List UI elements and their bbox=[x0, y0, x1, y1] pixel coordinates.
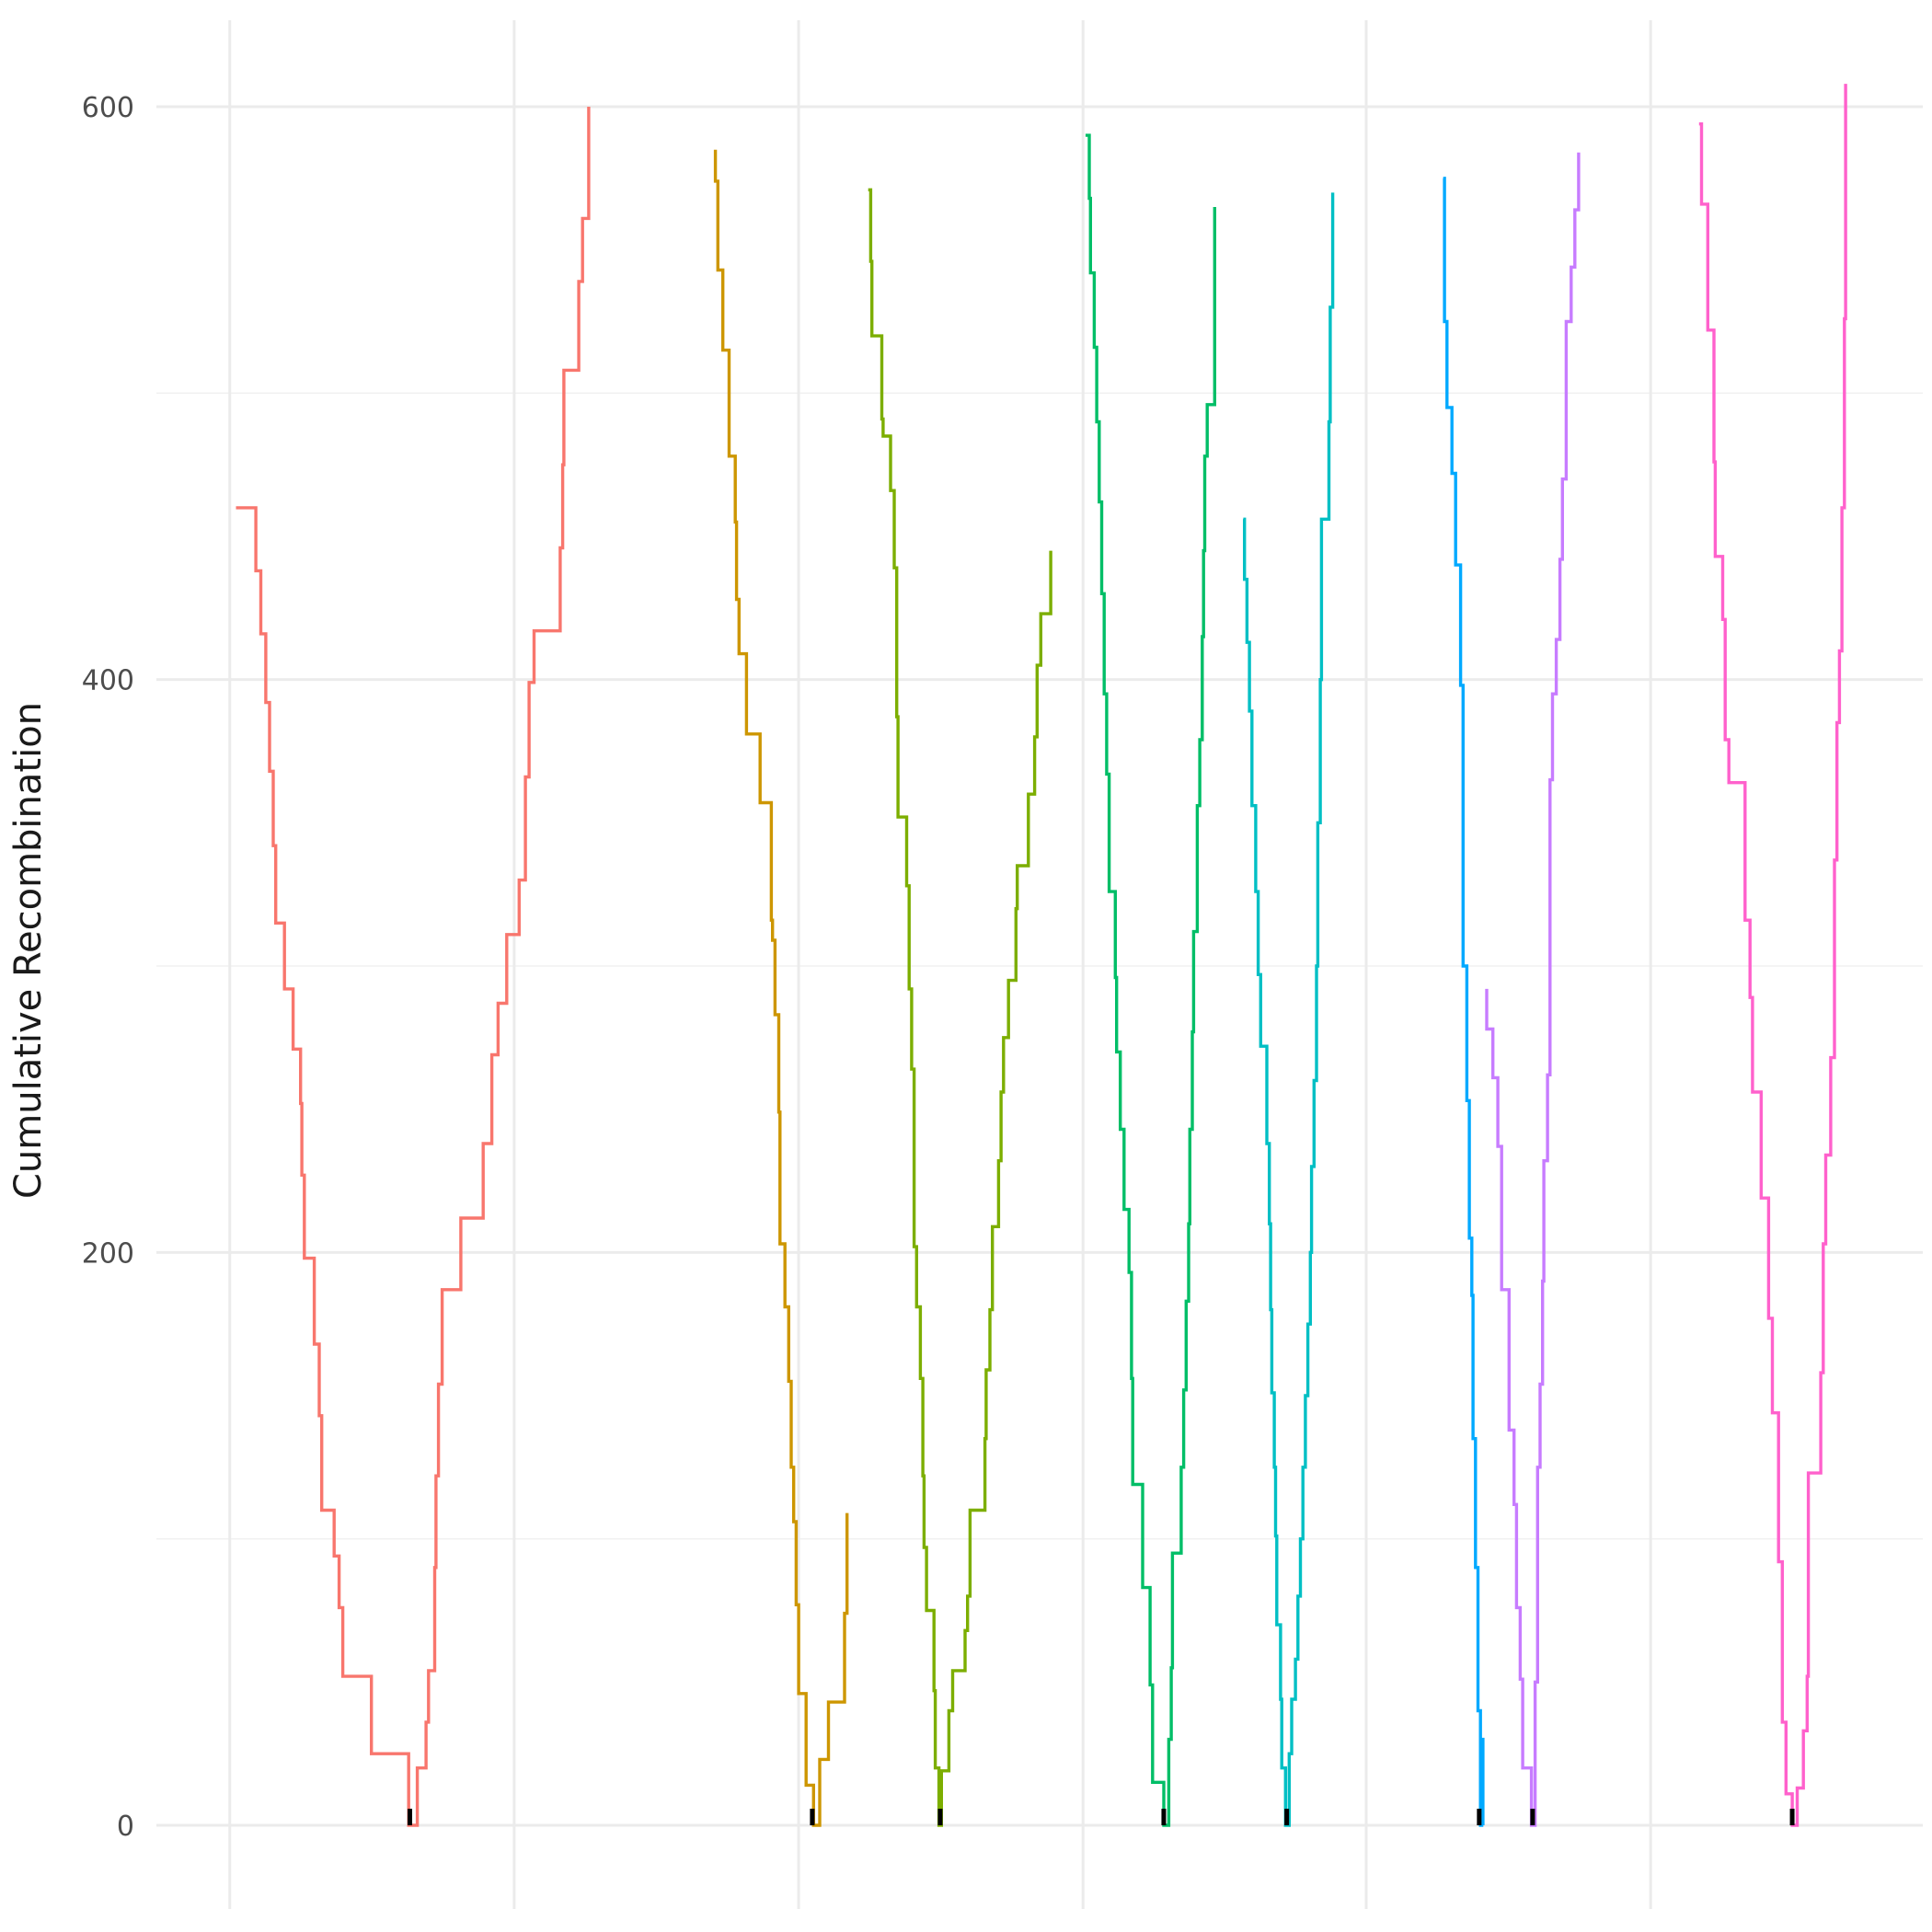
grid bbox=[156, 20, 1923, 1909]
y-tick-labels: 0 200 400 600 bbox=[82, 92, 134, 1843]
series-group bbox=[236, 84, 1846, 1825]
y-tick-label: 0 bbox=[117, 1811, 134, 1843]
series-line-6 bbox=[1443, 178, 1483, 1825]
y-tick-label: 200 bbox=[82, 1237, 134, 1270]
y-axis-title: Cumulative Recombination bbox=[7, 702, 50, 1199]
series-line-7 bbox=[1487, 153, 1579, 1825]
rug-group bbox=[410, 1809, 1793, 1825]
series-line-3 bbox=[868, 190, 1051, 1825]
y-tick-label: 400 bbox=[82, 665, 134, 697]
series-line-8 bbox=[1699, 84, 1846, 1825]
series-line-5 bbox=[1243, 192, 1332, 1825]
series-line-4 bbox=[1086, 135, 1214, 1825]
y-tick-label: 600 bbox=[82, 92, 134, 124]
series-line-2 bbox=[716, 150, 847, 1825]
